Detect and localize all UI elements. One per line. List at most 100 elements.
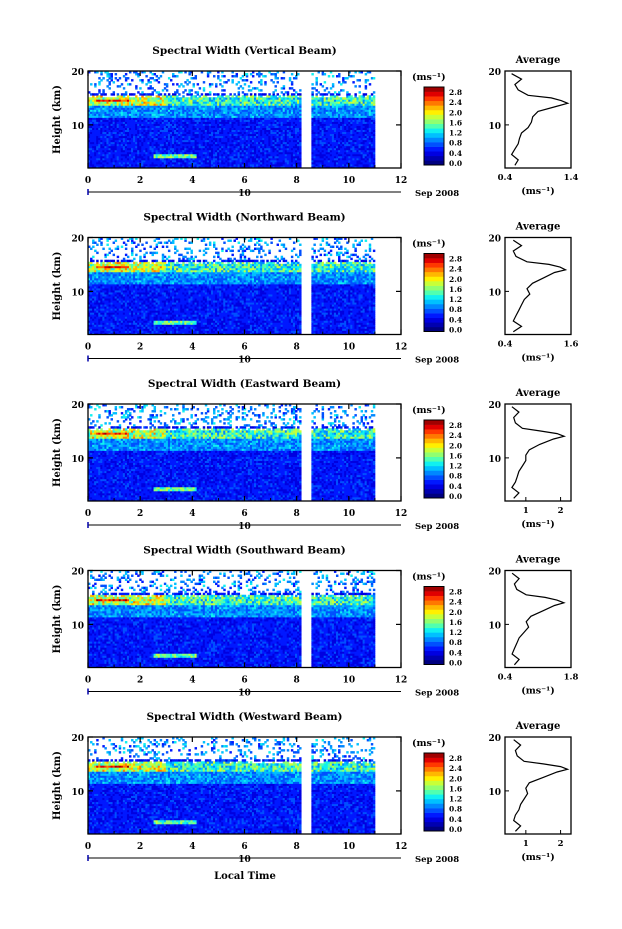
heatmap-cell (133, 119, 136, 122)
heatmap-cell (120, 101, 124, 104)
heatmap-cell (122, 163, 126, 167)
heatmap-cell (143, 157, 146, 161)
heatmap-cell (151, 99, 154, 102)
heatmap-cell (163, 131, 167, 135)
heatmap-cell (114, 103, 118, 106)
heatmap-cell (184, 129, 187, 133)
heatmap-cell (155, 137, 159, 141)
heatmap-cell (139, 139, 142, 143)
heatmap-cell (155, 107, 159, 110)
heatmap-cell (100, 113, 103, 116)
heatmap-cell (358, 85, 361, 88)
heatmap-cell (145, 149, 148, 153)
heatmap-cell (186, 121, 189, 124)
heatmap-cell (182, 95, 185, 98)
heatmap-cell (188, 117, 191, 120)
heatmap-cell (176, 155, 179, 159)
heatmap-cell (96, 149, 99, 153)
heatmap-cell (176, 121, 179, 124)
heatmap-cell (104, 99, 107, 102)
heatmap-cell (178, 97, 181, 100)
heatmap-cell (186, 101, 189, 104)
heatmap-cell (131, 93, 134, 96)
heatmap-cell (180, 109, 183, 112)
heatmap-cell (297, 73, 300, 76)
heatmap-cell (96, 155, 99, 159)
heatmap-cell (122, 139, 126, 143)
heatmap-cell (182, 145, 185, 149)
heatmap-cell (157, 111, 161, 114)
heatmap-cell (106, 157, 109, 161)
heatmap-cell (104, 159, 107, 163)
heatmap-cell (163, 103, 167, 106)
heatmap-cell (102, 93, 105, 96)
heatmap-cell (133, 143, 136, 147)
heatmap-cell (124, 145, 128, 149)
heatmap-cell (88, 111, 91, 114)
heatmap-cell (174, 133, 177, 137)
heatmap-cell (153, 115, 157, 118)
heatmap-cell (90, 161, 93, 165)
heatmap-cell (167, 149, 171, 153)
heatmap-cell (128, 157, 132, 161)
heatmap-cell (311, 73, 314, 76)
heatmap-cell (118, 119, 122, 122)
heatmap-cell (184, 119, 187, 122)
heatmap-cell (180, 125, 183, 128)
heatmap-cell (149, 149, 152, 153)
heatmap-cell (165, 85, 169, 88)
heatmap-cell (159, 151, 163, 155)
heatmap-cell (94, 157, 97, 161)
heatmap-cell (110, 107, 113, 110)
heatmap-cell (167, 111, 171, 114)
heatmap-cell (112, 113, 116, 116)
heatmap-cell (192, 133, 195, 137)
heatmap-cell (137, 109, 140, 112)
heatmap-cell (151, 105, 154, 108)
heatmap-cell (104, 161, 107, 165)
heatmap-cell (290, 73, 294, 76)
heatmap-cell (133, 121, 136, 124)
heatmap-cell (139, 105, 142, 108)
heatmap-cell (196, 83, 200, 86)
heatmap-cell (102, 105, 105, 108)
heatmap-cell (114, 119, 118, 122)
heatmap-cell (192, 101, 195, 104)
heatmap-cell (112, 97, 116, 100)
heatmap-cell (161, 115, 165, 118)
heatmap-cell (139, 145, 142, 149)
heatmap-cell (120, 125, 124, 128)
heatmap-cell (108, 103, 111, 106)
heatmap-cell (182, 117, 185, 120)
heatmap-cell (122, 135, 126, 139)
heatmap-cell (106, 163, 109, 167)
heatmap-cell (184, 71, 187, 74)
heatmap-cell (108, 119, 111, 122)
heatmap-cell (155, 129, 159, 133)
heatmap-cell (102, 157, 105, 161)
heatmap-cell (180, 143, 183, 147)
heatmap-cell (106, 115, 109, 118)
heatmap-cell (190, 97, 193, 100)
heatmap-cell (231, 79, 234, 82)
heatmap-cell (153, 137, 157, 141)
heatmap-cell (139, 117, 142, 120)
heatmap-cell (186, 83, 189, 86)
heatmap-cell (133, 147, 136, 151)
heatmap-cell (94, 165, 97, 169)
heatmap-cell (167, 105, 171, 108)
heatmap-cell (155, 105, 159, 108)
heatmap-cell (145, 93, 148, 96)
heatmap-cell (131, 143, 134, 147)
heatmap-cell (126, 117, 130, 120)
heatmap-cell (92, 103, 95, 106)
heatmap-cell (96, 129, 99, 133)
heatmap-cell (124, 111, 128, 114)
heatmap-cell (110, 139, 113, 143)
heatmap-cell (92, 123, 95, 126)
heatmap-cell (139, 97, 142, 100)
heatmap-cell (135, 129, 138, 133)
heatmap-cell (159, 99, 163, 102)
heatmap-cell (96, 99, 99, 102)
heatmap-cell (141, 113, 144, 116)
